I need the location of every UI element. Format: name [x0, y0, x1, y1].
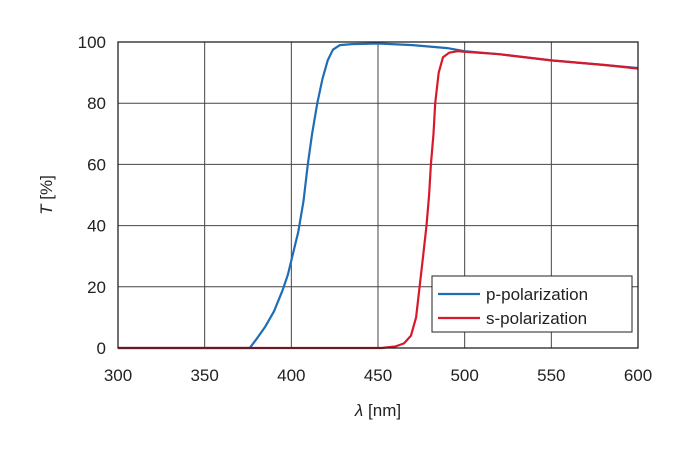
legend-box — [431, 275, 633, 333]
y-tick-label: 20 — [87, 278, 106, 297]
plot-frame — [117, 41, 639, 349]
tick-labels: 300 350 400 450 500 550 600 0 20 40 60 80 100 — [78, 33, 653, 385]
legend: p-polarization s-polarization — [431, 275, 633, 333]
x-tick-label: 550 — [537, 366, 565, 385]
x-tick-label: 600 — [624, 366, 652, 385]
y-tick-label: 80 — [87, 94, 106, 113]
x-tick-label: 400 — [277, 366, 305, 385]
x-tick-label: 350 — [190, 366, 218, 385]
y-tick-label: 60 — [87, 155, 106, 174]
legend-label-p: p-polarization — [486, 285, 588, 304]
x-axis-label: λ [nm] — [354, 401, 401, 420]
y-tick-label: 0 — [97, 339, 106, 358]
y-tick-label: 40 — [87, 217, 106, 236]
x-tick-label: 300 — [104, 366, 132, 385]
series-group — [118, 42, 639, 350]
y-axis-label: T [%] — [37, 175, 56, 215]
y-tick-label: 100 — [78, 33, 106, 52]
x-tick-label: 500 — [450, 366, 478, 385]
series-line-s-polarization — [118, 50, 639, 350]
x-tick-label: 450 — [364, 366, 392, 385]
legend-label-s: s-polarization — [486, 309, 587, 328]
